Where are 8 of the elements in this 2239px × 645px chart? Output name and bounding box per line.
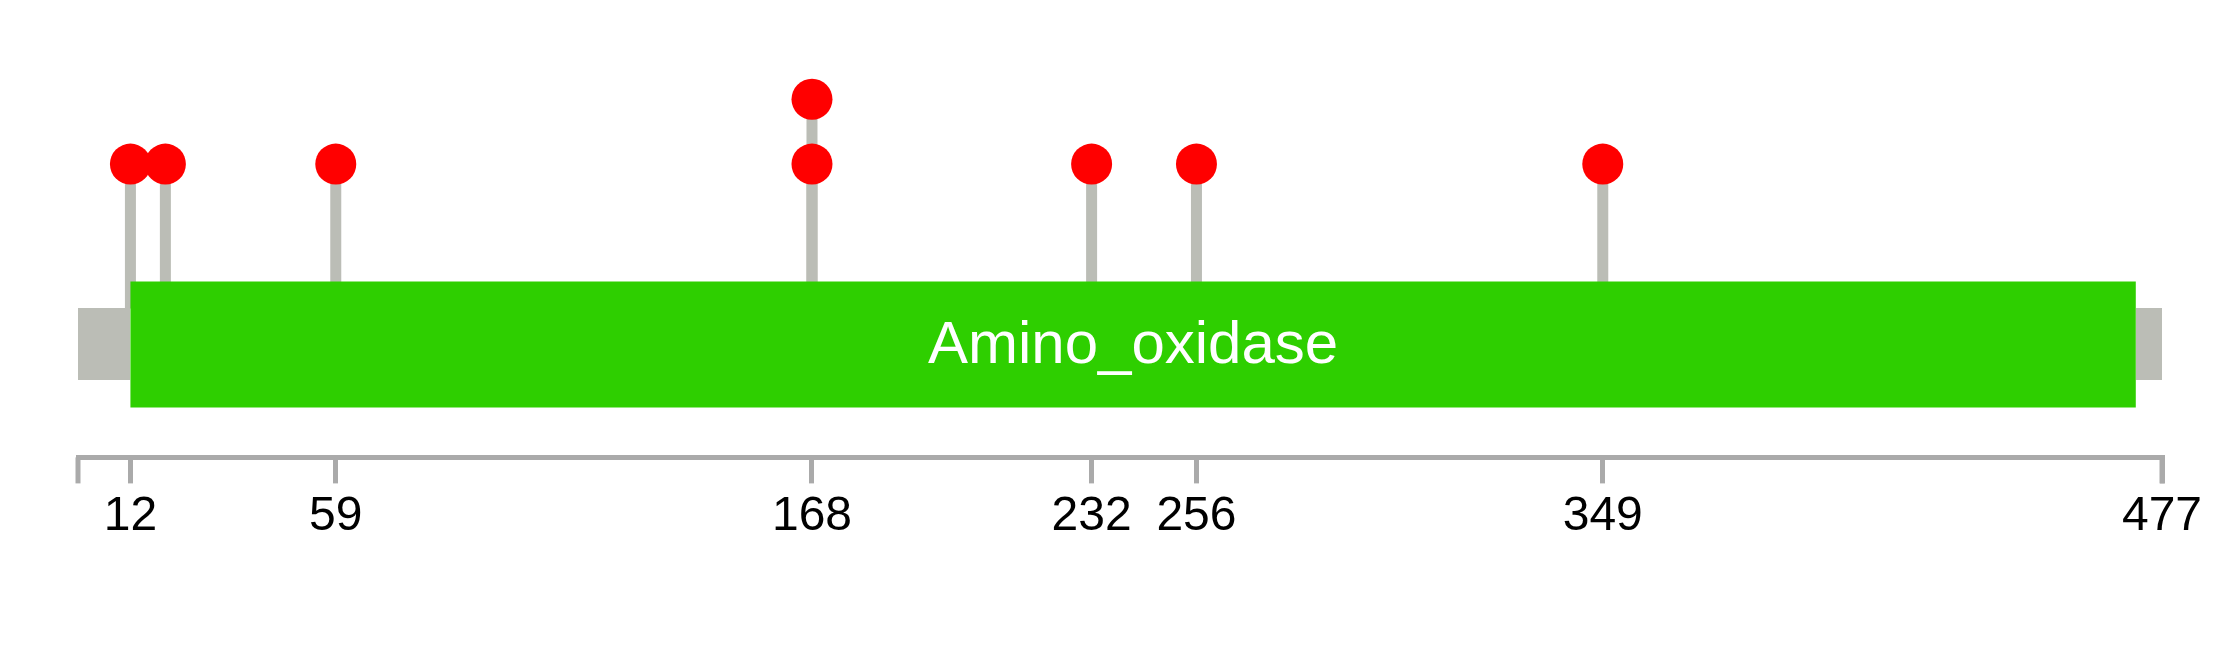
x-tick-label: 59 bbox=[309, 487, 363, 541]
x-tick-label: 232 bbox=[1051, 487, 1132, 541]
x-tick-label: 256 bbox=[1156, 487, 1237, 541]
x-tick-label: 168 bbox=[771, 487, 853, 541]
band-label: Amino_oxidase bbox=[927, 308, 1339, 376]
x-tick-label: 477 bbox=[2121, 487, 2203, 541]
x-tick-label: 349 bbox=[1562, 487, 1643, 541]
x-tick-label: 12 bbox=[103, 487, 158, 541]
